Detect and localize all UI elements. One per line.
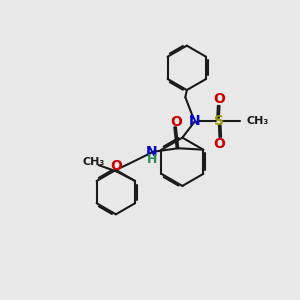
Text: H: H [147, 153, 157, 166]
Text: N: N [189, 114, 201, 128]
Text: CH₃: CH₃ [82, 157, 104, 166]
Text: O: O [214, 136, 225, 151]
Text: O: O [214, 92, 225, 106]
Text: O: O [170, 115, 182, 129]
Text: O: O [110, 159, 122, 173]
Text: CH₃: CH₃ [247, 116, 269, 126]
Text: S: S [214, 114, 224, 128]
Text: N: N [146, 146, 158, 159]
